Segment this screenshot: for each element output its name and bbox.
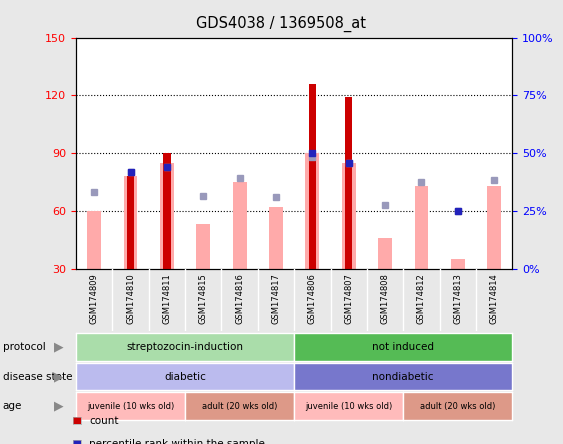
Bar	[440, 38, 476, 269]
Text: GSM174807: GSM174807	[344, 274, 353, 325]
Bar	[149, 38, 185, 269]
Text: nondiabetic: nondiabetic	[373, 372, 434, 381]
Bar	[294, 38, 330, 269]
Text: GSM174811: GSM174811	[162, 274, 171, 325]
Bar	[124, 176, 137, 269]
Text: adult (20 wks old): adult (20 wks old)	[202, 402, 278, 411]
Bar	[196, 224, 210, 269]
Text: GSM174809: GSM174809	[90, 274, 99, 325]
Bar	[403, 38, 440, 269]
Text: not induced: not induced	[372, 342, 434, 352]
Text: GSM174812: GSM174812	[417, 274, 426, 325]
Text: protocol: protocol	[3, 342, 46, 352]
Text: ▶: ▶	[54, 400, 64, 413]
Text: GSM174810: GSM174810	[126, 274, 135, 325]
Bar	[163, 153, 171, 269]
Text: GSM174806: GSM174806	[308, 274, 317, 325]
Bar	[87, 211, 101, 269]
Text: diabetic: diabetic	[164, 372, 206, 381]
Text: adult (20 wks old): adult (20 wks old)	[420, 402, 495, 411]
Bar	[221, 38, 258, 269]
Text: GSM174817: GSM174817	[271, 274, 280, 325]
Bar	[476, 38, 512, 269]
Text: age: age	[3, 401, 22, 411]
Text: juvenile (10 wks old): juvenile (10 wks old)	[87, 402, 174, 411]
Text: disease state: disease state	[3, 372, 72, 381]
Text: percentile rank within the sample: percentile rank within the sample	[89, 439, 265, 444]
Bar	[258, 38, 294, 269]
Bar	[309, 84, 316, 269]
Text: ▶: ▶	[54, 370, 64, 383]
Bar	[342, 163, 356, 269]
Text: GSM174816: GSM174816	[235, 274, 244, 325]
Text: GSM174808: GSM174808	[381, 274, 390, 325]
Bar	[451, 259, 464, 269]
Bar	[113, 38, 149, 269]
Text: count: count	[89, 416, 118, 426]
Bar	[330, 38, 367, 269]
Bar	[185, 38, 221, 269]
Text: juvenile (10 wks old): juvenile (10 wks old)	[305, 402, 392, 411]
Text: GDS4038 / 1369508_at: GDS4038 / 1369508_at	[196, 16, 367, 32]
Bar	[414, 186, 428, 269]
Text: streptozocin-induction: streptozocin-induction	[127, 342, 244, 352]
Bar	[306, 153, 319, 269]
Bar	[345, 97, 352, 269]
Bar	[160, 163, 174, 269]
Bar	[487, 186, 501, 269]
Text: GSM174813: GSM174813	[453, 274, 462, 325]
Text: GSM174814: GSM174814	[490, 274, 499, 325]
Bar	[76, 38, 113, 269]
Text: ▶: ▶	[54, 340, 64, 353]
Bar	[127, 176, 134, 269]
Bar	[269, 207, 283, 269]
Bar	[378, 238, 392, 269]
Bar	[233, 182, 247, 269]
Bar	[367, 38, 403, 269]
Text: GSM174815: GSM174815	[199, 274, 208, 325]
